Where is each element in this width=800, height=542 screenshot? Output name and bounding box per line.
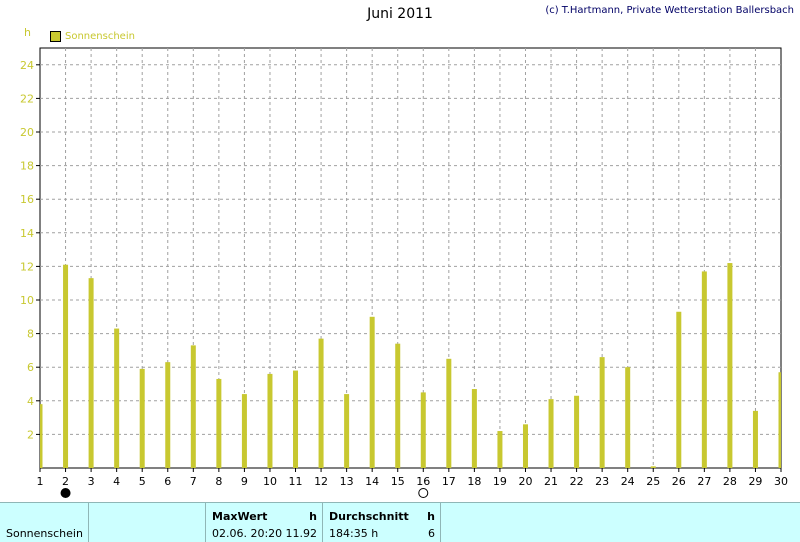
max-cell: MaxWert h 02.06. 20:20 11.92 <box>205 503 323 542</box>
x-tick-label: 10 <box>263 475 277 488</box>
avg-unit: h <box>427 510 435 523</box>
x-tick-label: 30 <box>774 475 788 488</box>
bar-day-25 <box>650 466 656 468</box>
x-tick-label: 26 <box>672 475 686 488</box>
row-label: Sonnenschein <box>6 527 83 540</box>
x-tick-label: 2 <box>62 475 69 488</box>
bar-day-12 <box>318 338 324 468</box>
bar-day-27 <box>701 271 707 468</box>
y-tick-label: 4 <box>27 395 34 408</box>
bar-day-6 <box>165 362 171 468</box>
bar-day-1 <box>40 404 43 468</box>
x-tick-label: 25 <box>646 475 660 488</box>
bar-day-28 <box>727 263 733 468</box>
y-tick-label: 22 <box>20 92 34 105</box>
y-tick-label: 2 <box>27 428 34 441</box>
x-tick-label: 16 <box>416 475 430 488</box>
y-tick-label: 8 <box>27 328 34 341</box>
x-tick-label: 19 <box>493 475 507 488</box>
bar-day-19 <box>497 431 503 468</box>
bar-day-9 <box>241 394 247 468</box>
summary-table: Sonnenschein MaxWert h 02.06. 20:20 11.9… <box>0 502 800 542</box>
max-unit: h <box>309 510 317 523</box>
legend: Sonnenschein <box>50 31 135 42</box>
copyright-text: (c) T.Hartmann, Private Wetterstation Ba… <box>545 5 794 16</box>
bar-day-10 <box>267 373 273 468</box>
x-tick-label: 18 <box>467 475 481 488</box>
bar-day-30 <box>778 372 781 468</box>
bar-day-21 <box>548 399 554 468</box>
avg-value: 184:35 h <box>329 527 379 540</box>
avg-days: 6 <box>428 527 435 540</box>
x-tick-label: 15 <box>391 475 405 488</box>
x-tick-label: 20 <box>518 475 532 488</box>
x-tick-label: 21 <box>544 475 558 488</box>
moon-full-icon <box>418 488 429 498</box>
x-tick-label: 4 <box>113 475 120 488</box>
bar-day-29 <box>752 410 758 468</box>
bar-day-15 <box>395 343 401 468</box>
x-tick-label: 9 <box>241 475 248 488</box>
x-tick-label: 22 <box>570 475 584 488</box>
bar-day-20 <box>522 424 528 468</box>
y-tick-label: 24 <box>20 59 34 72</box>
x-tick-label: 17 <box>442 475 456 488</box>
spacer-cell <box>88 503 206 542</box>
y-tick-label: 12 <box>20 260 34 273</box>
y-tick-label: 14 <box>20 227 34 240</box>
bar-day-7 <box>190 345 196 468</box>
moon-new-icon <box>60 488 71 498</box>
max-value: 11.92 <box>285 527 318 540</box>
legend-swatch <box>50 31 61 42</box>
x-tick-label: 7 <box>190 475 197 488</box>
bar-day-16 <box>420 392 426 468</box>
bar-day-4 <box>114 328 120 468</box>
bar-day-11 <box>293 370 299 468</box>
bar-day-3 <box>88 278 94 468</box>
x-tick-label: 28 <box>723 475 737 488</box>
y-tick-label: 16 <box>20 193 34 206</box>
bar-day-24 <box>625 367 631 468</box>
y-tick-label: 20 <box>20 126 34 139</box>
y-tick-label: 6 <box>27 361 34 374</box>
plot-area <box>39 47 782 469</box>
y-tick-label: 10 <box>20 294 34 307</box>
avg-header: Durchschnitt <box>329 510 409 523</box>
y-axis-unit: h <box>24 26 31 39</box>
chart-title: Juni 2011 <box>367 6 433 22</box>
avg-cell: Durchschnitt h 184:35 h 6 <box>322 503 441 542</box>
x-tick-label: 8 <box>215 475 222 488</box>
x-tick-label: 5 <box>139 475 146 488</box>
bar-day-17 <box>446 358 452 468</box>
x-tick-label: 24 <box>621 475 635 488</box>
bar-day-22 <box>574 395 580 468</box>
x-tick-label: 1 <box>37 475 44 488</box>
x-tick-label: 3 <box>88 475 95 488</box>
max-header: MaxWert <box>212 510 268 523</box>
x-tick-label: 13 <box>340 475 354 488</box>
y-tick-label: 18 <box>20 160 34 173</box>
bar-day-8 <box>216 378 222 468</box>
empty-cell <box>440 503 800 542</box>
bar-day-18 <box>471 389 477 468</box>
legend-label: Sonnenschein <box>65 31 135 42</box>
bar-day-26 <box>676 311 682 468</box>
bar-day-13 <box>344 394 350 468</box>
max-datetime: 02.06. 20:20 <box>212 527 283 540</box>
x-tick-label: 23 <box>595 475 609 488</box>
bar-day-14 <box>369 316 375 468</box>
bar-day-23 <box>599 357 605 468</box>
x-tick-label: 12 <box>314 475 328 488</box>
bar-day-5 <box>139 368 145 468</box>
x-tick-label: 11 <box>289 475 303 488</box>
x-tick-label: 29 <box>748 475 762 488</box>
bar-day-2 <box>63 264 69 468</box>
x-tick-label: 14 <box>365 475 379 488</box>
x-tick-label: 27 <box>697 475 711 488</box>
x-tick-label: 6 <box>164 475 171 488</box>
